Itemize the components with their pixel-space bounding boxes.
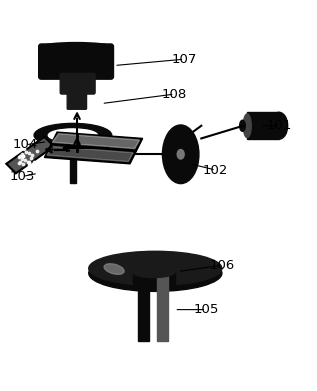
Point [19,151,24,157]
Point [26,161,31,168]
Polygon shape [51,132,143,151]
Ellipse shape [133,265,175,278]
Ellipse shape [270,112,288,139]
FancyBboxPatch shape [67,90,87,109]
Point [14,146,19,152]
Point [27,160,32,166]
Point [23,157,28,163]
Text: 106: 106 [209,259,235,272]
Point [27,159,32,165]
Bar [247,113,279,139]
Point [17,159,23,165]
Point [32,159,37,165]
Point [20,153,25,160]
Ellipse shape [104,264,124,274]
Ellipse shape [162,125,199,184]
Ellipse shape [240,120,245,131]
Point [25,159,30,165]
Ellipse shape [48,129,97,142]
Point [15,147,20,153]
Bar [157,273,168,341]
Point [14,145,19,152]
Ellipse shape [34,124,112,147]
Bar [138,273,149,341]
Ellipse shape [89,251,222,285]
Text: 103: 103 [10,170,35,183]
Polygon shape [6,137,54,173]
Polygon shape [44,145,136,164]
Point [22,146,27,152]
Point [20,153,25,160]
Point [29,154,34,161]
Polygon shape [47,146,133,161]
Text: 104: 104 [13,138,38,151]
Point [23,149,29,155]
Bar [133,272,175,286]
FancyBboxPatch shape [39,44,113,79]
FancyBboxPatch shape [60,74,95,94]
Point [18,153,23,160]
Text: 102: 102 [203,164,228,177]
Point [16,154,21,160]
Text: 107: 107 [171,53,197,66]
Text: 101: 101 [266,119,292,132]
Polygon shape [52,134,139,149]
Ellipse shape [41,43,111,50]
Bar [70,134,76,183]
Text: 105: 105 [193,303,219,316]
Ellipse shape [89,255,222,291]
Point [27,150,32,156]
Point [17,160,22,166]
Point [20,156,25,162]
Point [35,148,40,154]
Point [20,161,25,167]
Ellipse shape [243,114,251,138]
Ellipse shape [177,149,184,159]
Point [15,146,20,152]
Text: 108: 108 [162,88,187,100]
Point [29,152,35,158]
